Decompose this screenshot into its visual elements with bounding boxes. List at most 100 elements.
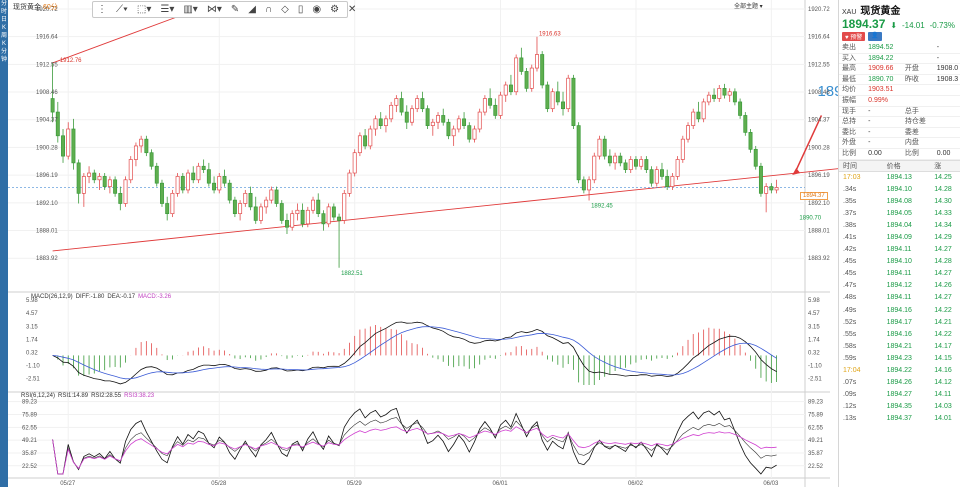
candle-body <box>347 172 352 194</box>
quote-row-c4 <box>937 96 960 106</box>
candle-body <box>436 115 440 123</box>
candle-body <box>701 101 706 120</box>
tick-row: .09s 1894.27 14.11 <box>839 389 960 401</box>
candle-body <box>597 138 602 157</box>
tick-row-p: 1894.37 <box>886 415 912 423</box>
tick-row-q: 14.27 <box>934 270 952 278</box>
rect-icon[interactable]: ⬚▾ <box>136 4 152 15</box>
price-y-tick-left: 1892.10 <box>36 201 58 207</box>
tick-row-q: 14.34 <box>934 221 952 229</box>
quote-row-c2: 1903.51 <box>868 86 894 94</box>
price-y-tick-left: 1908.46 <box>36 90 58 96</box>
candle-body <box>201 165 206 170</box>
cursor-icon[interactable]: ⋮ <box>97 4 107 15</box>
annotation-arrowhead <box>792 168 801 176</box>
quote-row-c4: 1908.0 <box>936 65 959 73</box>
eye-icon[interactable]: ◉ <box>312 4 322 15</box>
tick-list[interactable]: 17:03 1894.13 14.25 .34s 1894.10 14.28 .35s 189… <box>839 172 960 426</box>
candle-body <box>66 128 71 157</box>
macd-y-tick-right: 3.15 <box>808 324 820 330</box>
tick-header-price: 价格 <box>886 162 901 170</box>
left-tab-2[interactable]: 周K <box>0 33 7 47</box>
candle-body <box>139 138 144 147</box>
candle-body <box>722 88 727 96</box>
candle-body <box>753 148 758 167</box>
candle-body <box>654 169 659 184</box>
eraser-icon[interactable]: ◇ <box>281 4 289 15</box>
theme-menu[interactable]: 全部主题 ▾ <box>734 4 763 10</box>
close-icon[interactable]: ✕ <box>348 4 357 15</box>
user-icon[interactable]: 👤 <box>868 32 882 41</box>
candle-body <box>76 162 81 194</box>
rsi-y-tick-left: 75.89 <box>22 412 38 418</box>
tick-row-p: 1894.27 <box>886 391 912 399</box>
candle-body <box>451 128 456 137</box>
price-y-tick-left: 1912.55 <box>36 62 58 68</box>
candle-body <box>524 71 529 89</box>
x-tick-label: 05/29 <box>347 481 363 487</box>
rsi-y-tick-right: 89.23 <box>808 400 824 406</box>
left-tab-0[interactable]: 分时 <box>0 1 7 15</box>
annotation-label: 1882.51 <box>341 271 363 277</box>
candle-body <box>394 98 399 106</box>
fib-icon[interactable]: ☰▾ <box>160 4 175 15</box>
candle-body <box>160 182 164 204</box>
candle-body <box>165 203 170 215</box>
candle-body <box>680 138 685 160</box>
quote-row-c3: 开盘 <box>904 65 919 73</box>
left-tab-1[interactable]: 日K <box>0 17 7 31</box>
candle-body <box>456 118 461 130</box>
tick-header-time: 时间 <box>843 162 857 170</box>
price-y-tick-right: 1896.19 <box>808 173 830 179</box>
rsi-legend: RSI(6,12,24) RSI1:14.89 RSI2:28.55 RSI3:38.… <box>21 393 155 399</box>
tick-row-p: 1894.26 <box>886 379 912 387</box>
candle-body <box>227 182 232 201</box>
candle-body <box>550 91 555 110</box>
channel-icon[interactable]: ▥▾ <box>183 4 198 15</box>
symbol-period[interactable]: 60分 <box>42 4 58 11</box>
quote-row: 比例 0.00 比例 0.00 <box>839 149 960 160</box>
x-tick-label: 06/03 <box>763 481 779 487</box>
trash-icon[interactable]: ▯ <box>297 4 304 15</box>
tick-row: 17:03 1894.13 14.25 <box>839 172 960 184</box>
tick-row-p: 1894.16 <box>886 306 912 314</box>
symbol-title-text: 现货黄金 <box>13 4 41 11</box>
candle-body <box>186 172 190 191</box>
line-icon[interactable]: ⟋▾ <box>116 4 128 15</box>
macd-panel: MACD(26,12,9) DIFF:-1.80 DEA:-0.17 MACD:-3.… <box>31 294 777 385</box>
macd-dea-line <box>52 326 777 380</box>
tick-row-p: 1894.22 <box>886 367 912 375</box>
tick-row-q: 14.26 <box>934 282 952 290</box>
candle-body <box>555 91 560 103</box>
left-tab-3[interactable]: 分钟 <box>0 49 7 63</box>
gear-icon[interactable]: ⚙ <box>330 4 340 15</box>
tick-header-chg: 涨 <box>934 162 942 170</box>
chart-area[interactable]: 1912.761882.511916.631892.451890.701897 … <box>8 0 838 487</box>
candle-body <box>290 213 295 228</box>
quote-row-c4 <box>937 138 960 148</box>
candle-body <box>660 169 664 177</box>
quote-row-c2: - <box>868 139 871 147</box>
candle-body <box>774 187 779 191</box>
quote-row: 最低 1890.70 昨收 1908.3 <box>839 75 960 86</box>
candle-body <box>363 135 368 147</box>
alert-button[interactable]: ♥ 预警 <box>842 32 866 41</box>
quote-row: 卖出 1894.52 - <box>839 43 960 54</box>
quote-row: 现手 - 总手 <box>839 107 960 118</box>
quote-row-c1: 最低 <box>842 75 856 83</box>
pattern-icon[interactable]: ⋈▾ <box>206 4 222 15</box>
tick-row-t: .45s <box>843 270 857 278</box>
theme-menu-label: 全部主题 <box>734 4 759 10</box>
macd-y-tick-right: -1.10 <box>808 364 822 370</box>
tick-row-q: 14.25 <box>934 173 952 181</box>
tick-row-q: 14.11 <box>934 391 952 399</box>
pen-icon[interactable]: ✎ <box>230 4 240 15</box>
tick-row-q: 14.29 <box>934 234 952 241</box>
magnet-icon[interactable]: ∩ <box>264 4 273 15</box>
tick-row-q: 14.12 <box>934 379 952 387</box>
macd-diff-label: DIFF:-1.80 <box>76 294 105 300</box>
candle-body <box>566 77 571 110</box>
tick-row: .38s 1894.04 14.34 <box>839 220 960 232</box>
brush-icon[interactable]: ◢ <box>248 4 256 15</box>
